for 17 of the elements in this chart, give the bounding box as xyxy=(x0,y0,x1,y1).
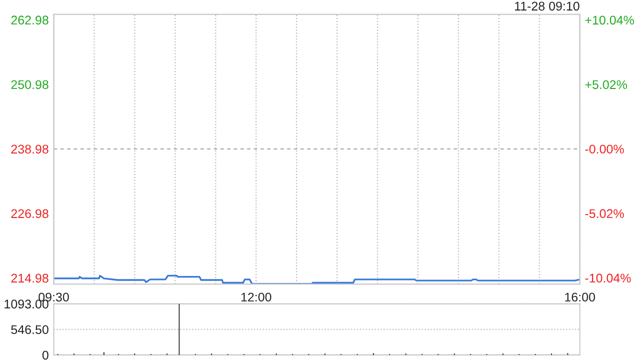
y2-tick-label: -5.02% xyxy=(585,209,624,218)
x-tick-label: 09:30 xyxy=(38,292,69,302)
y2-tick-label: -10.04% xyxy=(585,274,631,283)
y-tick-label: 250.98 xyxy=(11,80,48,90)
y2-tick-label: +10.04% xyxy=(585,16,634,25)
y-tick-label: 1093.00 xyxy=(4,300,48,308)
y2-tick-label: +5.02% xyxy=(585,80,627,90)
y-tick-label: 238.98 xyxy=(11,144,48,154)
y-tick-label: 546.50 xyxy=(11,325,48,334)
y-tick-label: 0 xyxy=(42,350,48,360)
x-tick-label: 12:00 xyxy=(241,292,272,302)
y-tick-label: 214.98 xyxy=(11,274,48,283)
y2-tick-label: -0.00% xyxy=(585,144,624,154)
y-tick-label: 226.98 xyxy=(11,209,48,218)
text: 11-28 09:10 xyxy=(515,2,580,11)
x-tick-label: 16:00 xyxy=(565,292,595,302)
y-tick-label: 262.98 xyxy=(11,16,48,25)
